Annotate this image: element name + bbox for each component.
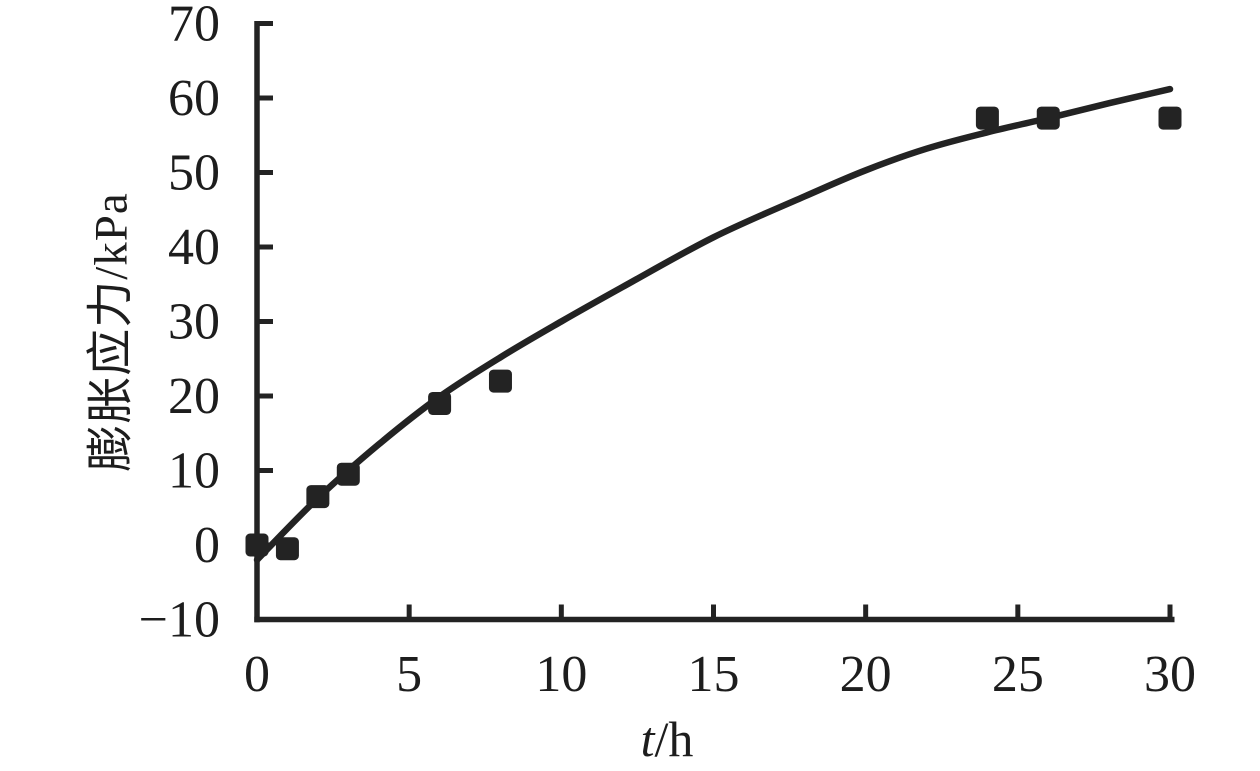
y-tick-label: 40 xyxy=(168,219,220,276)
y-axis-label-text: 膨胀应力/kPa xyxy=(85,192,138,472)
y-tick-label: −10 xyxy=(139,592,220,649)
y-axis-label: 膨胀应力/kPa xyxy=(72,192,141,472)
data-point-marker xyxy=(1158,106,1182,130)
y-tick-label: 10 xyxy=(168,443,220,500)
x-tick-label: 30 xyxy=(1144,646,1196,703)
x-tick-label: 5 xyxy=(396,646,422,703)
data-point-marker xyxy=(336,462,360,486)
data-point-marker xyxy=(428,391,452,415)
y-tick-label: 60 xyxy=(168,70,220,127)
x-tick-label: 20 xyxy=(840,646,892,703)
data-point-marker xyxy=(1036,106,1060,130)
y-tick-label: 50 xyxy=(168,145,220,202)
x-axis-unit: /h xyxy=(654,711,694,767)
x-tick-label: 10 xyxy=(535,646,587,703)
x-axis-variable: t xyxy=(640,711,655,767)
y-tick-label: 0 xyxy=(194,517,220,574)
x-tick-label: 15 xyxy=(688,646,740,703)
data-point-marker xyxy=(275,537,299,561)
x-tick-label: 25 xyxy=(992,646,1044,703)
data-point-marker xyxy=(975,106,999,130)
data-point-marker xyxy=(245,533,269,557)
y-tick-label: 30 xyxy=(168,294,220,351)
data-point-marker xyxy=(306,485,330,509)
y-tick-label: 70 xyxy=(168,0,220,53)
x-tick-label: 0 xyxy=(244,646,270,703)
data-point-marker xyxy=(488,369,512,393)
y-tick-label: 20 xyxy=(168,368,220,425)
x-axis-label: t/h xyxy=(641,710,694,768)
fit-curve xyxy=(253,85,1174,564)
